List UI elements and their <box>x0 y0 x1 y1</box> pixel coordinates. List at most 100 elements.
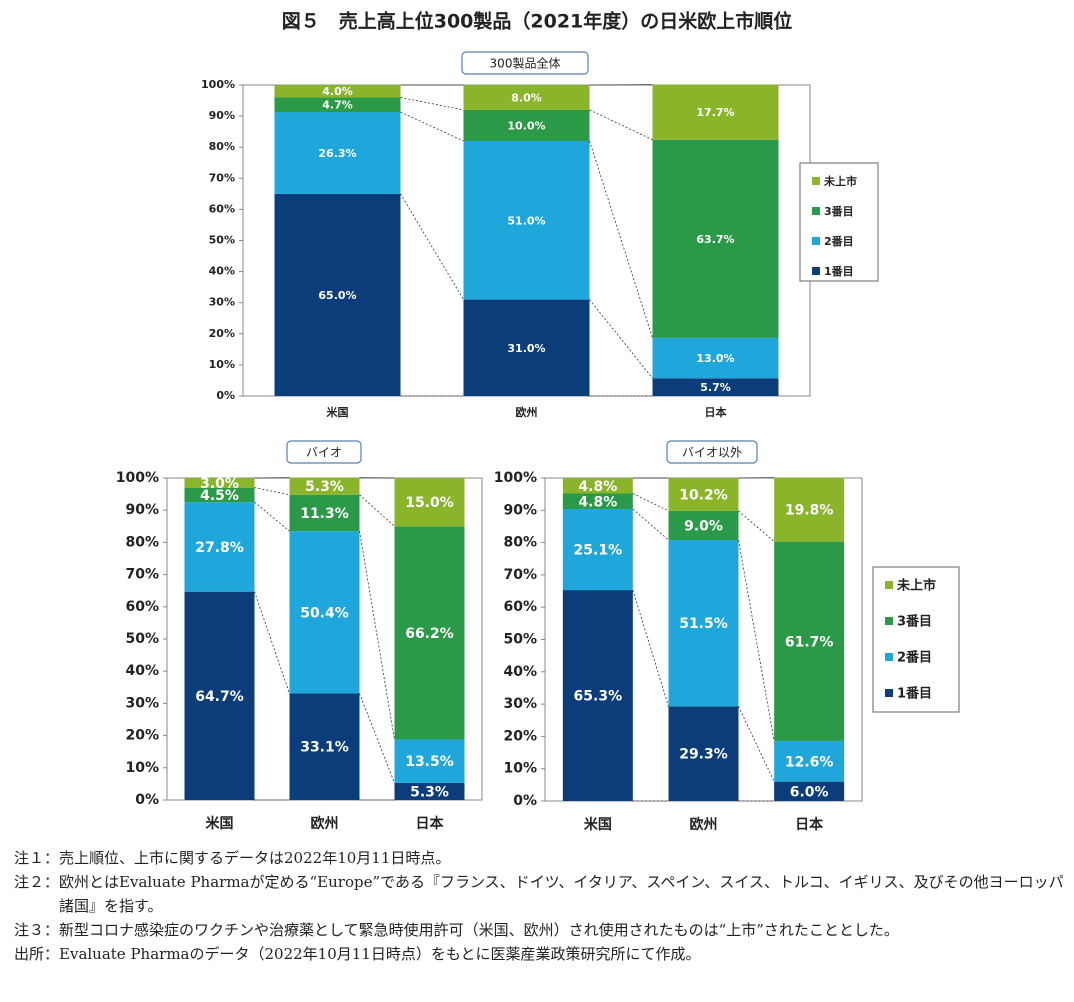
note: 注２： 欧州とはEvaluate Pharmaが定める“Europe”である『フラ… <box>14 870 1064 918</box>
value-label: 51.0% <box>507 214 545 227</box>
x-tick-label: 日本 <box>416 815 445 832</box>
y-tick-label: 90% <box>503 502 537 518</box>
note-text: Evaluate Pharmaのデータ（2022年10月11日時点）をもとに医薬… <box>59 945 701 963</box>
value-label: 17.7% <box>696 106 734 119</box>
legend-label: 未上市 <box>823 174 857 188</box>
note: 注１： 売上順位、上市に関するデータは2022年10月11日時点。 <box>14 846 1064 870</box>
bar-segment <box>774 781 845 801</box>
bar-segment <box>184 502 255 592</box>
bar-segment <box>289 531 360 694</box>
connector-line <box>589 140 653 338</box>
legend-label: 2番目 <box>897 650 932 666</box>
y-tick-label: 100% <box>494 470 537 486</box>
y-tick-label: 10% <box>209 358 235 371</box>
x-tick-label: 米国 <box>326 405 349 419</box>
chart-title-box <box>286 440 362 464</box>
note: 注３： 新型コロナ感染症のワクチンや治療薬として緊急時使用許可（米国、欧州）され使… <box>14 918 1064 942</box>
note-text: 新型コロナ感染症のワクチンや治療薬として緊急時使用許可（米国、欧州）され使用され… <box>59 921 899 939</box>
bar-segment <box>274 97 401 113</box>
value-label: 13.5% <box>405 754 454 770</box>
connector-line <box>738 510 775 542</box>
bar-segment <box>562 478 633 494</box>
legend-swatch <box>812 267 820 275</box>
y-tick-label: 80% <box>209 140 235 153</box>
y-tick-label: 40% <box>209 265 235 278</box>
bar-segment <box>668 478 739 511</box>
chart-title: バイオ以外 <box>682 446 742 460</box>
value-label: 10.2% <box>679 487 728 503</box>
legend-label: 2番目 <box>824 234 854 248</box>
y-tick-label: 0% <box>216 389 235 402</box>
y-tick-label: 70% <box>125 567 159 583</box>
bar-segment <box>394 478 465 527</box>
value-label: 64.7% <box>195 689 244 705</box>
value-label: 5.7% <box>700 381 731 394</box>
y-tick-label: 10% <box>125 760 159 776</box>
value-label: 5.3% <box>410 784 449 800</box>
chart-title: バイオ <box>306 446 342 460</box>
bar-segment <box>463 85 590 110</box>
value-label: 3.0% <box>200 476 239 492</box>
value-label: 12.6% <box>785 754 834 770</box>
note-label: 注３： <box>14 921 60 939</box>
note-text: 欧州とはEvaluate Pharmaが定める“Europe”である『フランス、… <box>59 873 1064 915</box>
y-tick-label: 0% <box>135 792 159 808</box>
value-label: 11.3% <box>300 506 349 522</box>
legend-box <box>872 566 960 713</box>
bar-segment <box>562 590 633 801</box>
y-tick-label: 80% <box>503 535 537 551</box>
bar-segment <box>668 510 739 541</box>
connector-line <box>400 111 464 142</box>
value-label: 8.0% <box>511 91 542 104</box>
note-label: 注２： <box>14 873 60 891</box>
bar-segment <box>184 591 255 800</box>
connector-line <box>359 531 395 740</box>
legend-label: 3番目 <box>897 614 932 630</box>
value-label: 4.5% <box>200 488 239 504</box>
value-label: 4.8% <box>578 479 617 495</box>
y-tick-label: 20% <box>209 327 235 340</box>
x-tick-label: 日本 <box>705 405 727 419</box>
y-tick-label: 100% <box>201 78 235 91</box>
connector-line <box>254 487 290 496</box>
value-label: 5.3% <box>305 479 344 495</box>
value-label: 27.8% <box>195 540 244 556</box>
connector-line <box>589 109 653 141</box>
y-tick-label: 50% <box>125 631 159 647</box>
legend-swatch <box>885 581 893 589</box>
chart-title-box <box>666 440 758 464</box>
legend-swatch <box>812 237 820 245</box>
value-label: 4.8% <box>578 494 617 510</box>
bar-segment <box>289 693 360 800</box>
value-label: 25.1% <box>574 543 623 559</box>
y-tick-label: 90% <box>209 109 235 122</box>
legend-label: 1番目 <box>824 264 854 278</box>
y-tick-label: 30% <box>125 695 159 711</box>
bar-segment <box>394 739 465 783</box>
legend-swatch <box>812 177 820 185</box>
value-label: 66.2% <box>405 626 454 642</box>
note: 出所： Evaluate Pharmaのデータ（2022年10月11日時点）をもと… <box>14 942 1064 966</box>
chart-title-box <box>461 51 589 75</box>
y-tick-label: 30% <box>209 296 235 309</box>
bar-segment <box>463 140 590 300</box>
value-label: 15.0% <box>405 495 454 511</box>
y-tick-label: 10% <box>503 761 537 777</box>
bar-segment <box>274 112 401 194</box>
note-text: 売上順位、上市に関するデータは2022年10月11日時点。 <box>59 849 451 867</box>
bar-segment <box>652 378 779 396</box>
bar-segment <box>184 487 255 503</box>
value-label: 61.7% <box>785 634 834 650</box>
value-label: 31.0% <box>507 342 545 355</box>
connector-line <box>589 299 653 379</box>
y-tick-label: 30% <box>503 696 537 712</box>
page-title: 図５ 売上高上位300製品（2021年度）の日米欧上市順位 <box>282 10 793 33</box>
y-tick-label: 70% <box>209 171 235 184</box>
bar-segment <box>562 509 633 591</box>
y-tick-label: 70% <box>503 567 537 583</box>
connector-line <box>359 494 395 527</box>
connector-line <box>738 539 775 741</box>
y-tick-label: 20% <box>125 728 159 744</box>
bar-segment <box>774 740 845 782</box>
x-tick-label: 欧州 <box>311 815 339 832</box>
